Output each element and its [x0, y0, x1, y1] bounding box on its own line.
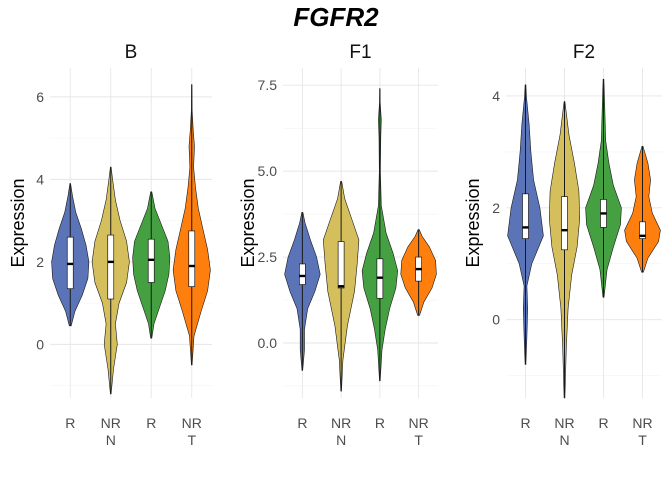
x-group-label: T — [638, 432, 647, 448]
y-tick-label: 2 — [492, 200, 500, 216]
iqr-box — [639, 221, 646, 239]
y-tick-label: 4 — [492, 88, 500, 104]
y-tick-label: 7.5 — [258, 77, 278, 93]
x-tick-label: R — [297, 415, 307, 431]
x-tick-label: R — [598, 415, 608, 431]
y-tick-label: 4 — [36, 171, 44, 187]
y-axis-title: Expression — [463, 178, 483, 267]
iqr-box — [561, 196, 568, 251]
x-tick-label: NR — [409, 415, 429, 431]
iqr-box — [337, 241, 345, 289]
x-tick-label: NR — [632, 415, 652, 431]
y-tick-label: 5.0 — [258, 163, 278, 179]
iqr-box — [522, 193, 529, 239]
chart-title: FGFR2 — [293, 2, 379, 32]
y-axis-title: Expression — [238, 178, 258, 267]
iqr-box — [107, 234, 115, 300]
y-axis-title: Expression — [8, 178, 28, 267]
x-tick-label: R — [65, 415, 75, 431]
y-tick-label: 0 — [36, 336, 44, 352]
y-tick-label: 0 — [492, 312, 500, 328]
x-group-label: N — [336, 432, 346, 448]
y-tick-label: 6 — [36, 89, 44, 105]
y-tick-label: 0.0 — [258, 335, 278, 351]
x-tick-label: R — [146, 415, 156, 431]
x-tick-label: NR — [182, 415, 202, 431]
y-tick-label: 2 — [36, 254, 44, 270]
x-tick-label: R — [375, 415, 385, 431]
x-tick-label: NR — [101, 415, 121, 431]
iqr-box — [188, 230, 196, 287]
panel-title: B — [125, 42, 138, 63]
panel-title: F2 — [573, 42, 595, 63]
x-group-label: T — [187, 432, 196, 448]
y-tick-label: 2.5 — [258, 249, 278, 265]
x-tick-label: NR — [331, 415, 351, 431]
x-group-label: N — [559, 432, 569, 448]
x-tick-label: NR — [554, 415, 574, 431]
x-group-label: N — [106, 432, 116, 448]
panel-title: F1 — [349, 42, 371, 63]
iqr-box — [299, 263, 306, 285]
x-group-label: T — [414, 432, 423, 448]
x-tick-label: R — [520, 415, 530, 431]
